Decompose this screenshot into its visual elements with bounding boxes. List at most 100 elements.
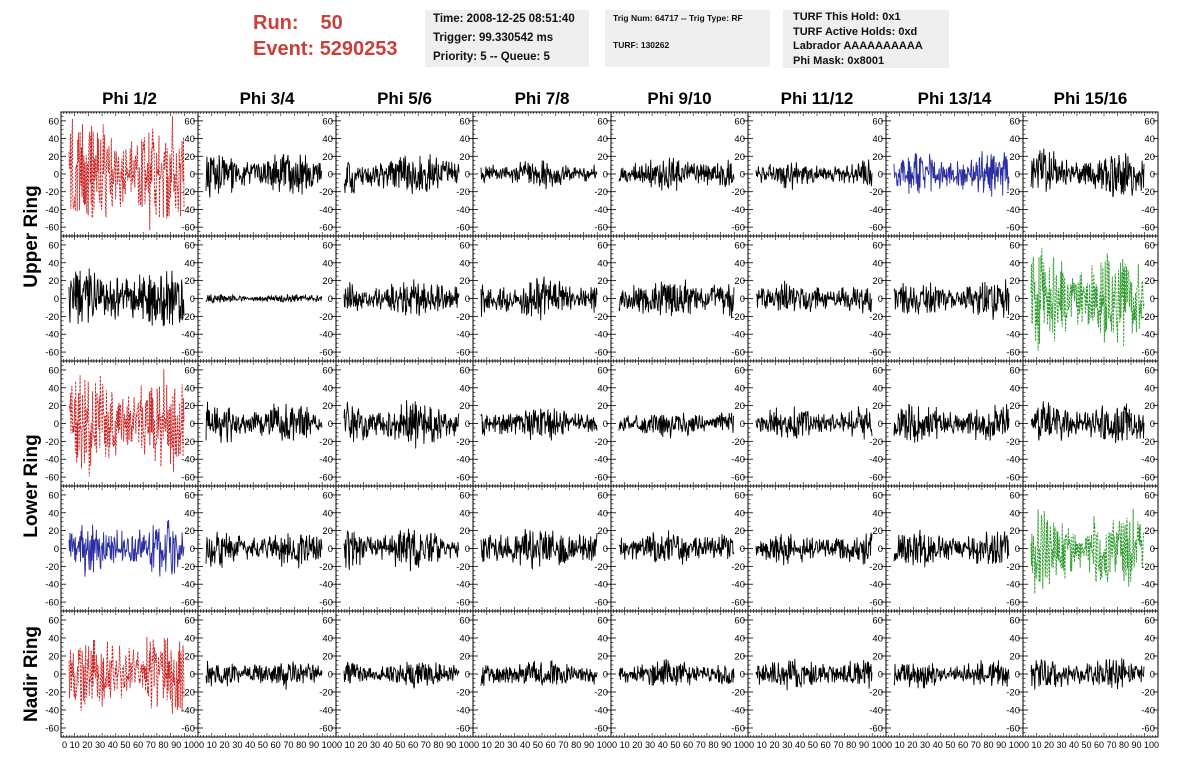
waveform-trace xyxy=(480,276,598,321)
time-line: Time: 2008-12-25 08:51:40 xyxy=(433,13,575,25)
y-tick-label: 20 xyxy=(1144,152,1155,163)
y-tick-label: 40 xyxy=(872,383,883,394)
y-tick-label: -40 xyxy=(1006,330,1020,341)
y-tick-label: -20 xyxy=(731,437,745,448)
y-tick-label: 0 xyxy=(1150,419,1155,430)
y-tick-label: 0 xyxy=(1015,419,1020,430)
y-tick-label: 0 xyxy=(190,170,195,181)
y-tick-label: 0 xyxy=(190,544,195,555)
y-tick-label: -40 xyxy=(594,330,608,341)
column-title: Phi 5/6 xyxy=(377,89,432,108)
y-tick-label: -60 xyxy=(1006,473,1020,484)
column-title: Phi 7/8 xyxy=(515,89,570,108)
y-tick-label: -40 xyxy=(45,330,59,341)
y-tick-label: 20 xyxy=(48,152,59,163)
y-tick-label: 60 xyxy=(184,240,195,251)
y-tick-label: 60 xyxy=(322,116,333,127)
y-tick-label: 40 xyxy=(48,383,59,394)
y-tick-label: 60 xyxy=(734,240,745,251)
waveform-trace xyxy=(68,637,185,714)
y-tick-label: -60 xyxy=(1141,473,1155,484)
y-tick-label: 40 xyxy=(1144,134,1155,145)
y-tick-label: 60 xyxy=(1144,365,1155,376)
y-tick-label: -20 xyxy=(1141,187,1155,198)
y-tick-label: 0 xyxy=(1015,294,1020,305)
y-tick-label: 40 xyxy=(459,258,470,269)
y-tick-label: 20 xyxy=(48,276,59,287)
y-tick-label: -60 xyxy=(45,598,59,609)
y-tick-label: 20 xyxy=(322,276,333,287)
y-tick-label: 20 xyxy=(1009,152,1020,163)
y-tick-label: -40 xyxy=(1141,580,1155,591)
y-tick-label: 60 xyxy=(184,365,195,376)
y-tick-label: -60 xyxy=(319,223,333,234)
y-tick-label: -40 xyxy=(1006,580,1020,591)
y-tick-label: 60 xyxy=(322,240,333,251)
y-tick-label: 40 xyxy=(459,134,470,145)
y-tick-label: 40 xyxy=(48,508,59,519)
waveform-trace xyxy=(205,531,323,569)
y-tick-label: -40 xyxy=(181,455,195,466)
waveform-trace xyxy=(68,519,185,577)
y-tick-label: 20 xyxy=(184,152,195,163)
y-tick-label: -20 xyxy=(181,187,195,198)
y-tick-label: -40 xyxy=(731,330,745,341)
y-tick-label: 0 xyxy=(328,170,333,181)
y-tick-label: -60 xyxy=(594,348,608,359)
y-tick-label: -40 xyxy=(731,580,745,591)
y-tick-label: 0 xyxy=(740,170,745,181)
column-title: Phi 9/10 xyxy=(647,89,711,108)
y-tick-label: 60 xyxy=(322,365,333,376)
y-tick-label: -20 xyxy=(181,437,195,448)
y-tick-label: -60 xyxy=(1141,598,1155,609)
y-tick-label: 60 xyxy=(597,365,608,376)
y-tick-label: -20 xyxy=(1141,312,1155,323)
y-tick-label: 20 xyxy=(1009,401,1020,412)
column-title: Phi 3/4 xyxy=(240,89,295,108)
y-tick-label: -60 xyxy=(731,348,745,359)
y-tick-label: 0 xyxy=(54,544,59,555)
y-tick-label: 20 xyxy=(459,401,470,412)
y-tick-label: -40 xyxy=(45,580,59,591)
y-tick-label: 60 xyxy=(872,490,883,501)
y-tick-label: 40 xyxy=(184,258,195,269)
column-title: Phi 15/16 xyxy=(1054,89,1128,108)
y-tick-label: -60 xyxy=(181,473,195,484)
y-tick-label: -60 xyxy=(731,473,745,484)
y-tick-label: 40 xyxy=(322,634,333,645)
y-tick-label: 20 xyxy=(872,401,883,412)
y-tick-label: 0 xyxy=(465,294,470,305)
y-tick-label: -40 xyxy=(594,455,608,466)
y-tick-label: -20 xyxy=(594,437,608,448)
y-tick-label: -40 xyxy=(181,706,195,717)
y-tick-label: 40 xyxy=(597,508,608,519)
y-tick-label: 0 xyxy=(190,670,195,681)
y-tick-label: -40 xyxy=(45,455,59,466)
y-tick-label: 20 xyxy=(322,401,333,412)
y-tick-label: -20 xyxy=(319,562,333,573)
y-tick-label: 0 xyxy=(1150,544,1155,555)
y-tick-label: 20 xyxy=(872,152,883,163)
y-tick-label: 40 xyxy=(872,508,883,519)
y-tick-label: 40 xyxy=(734,134,745,145)
y-tick-label: 40 xyxy=(1009,258,1020,269)
y-tick-label: -20 xyxy=(45,437,59,448)
y-tick-label: 40 xyxy=(1144,258,1155,269)
y-tick-label: -20 xyxy=(456,187,470,198)
y-tick-label: -40 xyxy=(456,455,470,466)
y-tick-label: -40 xyxy=(319,580,333,591)
waveform-trace xyxy=(1030,508,1145,594)
turf-line: TURF: 130262 xyxy=(613,40,670,50)
waveform-trace xyxy=(1030,401,1145,444)
y-tick-label: 20 xyxy=(184,652,195,663)
run-label: Run: xyxy=(253,12,299,34)
y-tick-label: -20 xyxy=(731,187,745,198)
waveform-trace xyxy=(205,153,323,198)
y-tick-label: -20 xyxy=(594,187,608,198)
y-tick-label: 20 xyxy=(459,152,470,163)
y-tick-label: -40 xyxy=(319,205,333,216)
y-tick-label: 40 xyxy=(184,508,195,519)
y-tick-label: -40 xyxy=(594,205,608,216)
y-tick-label: -20 xyxy=(731,562,745,573)
